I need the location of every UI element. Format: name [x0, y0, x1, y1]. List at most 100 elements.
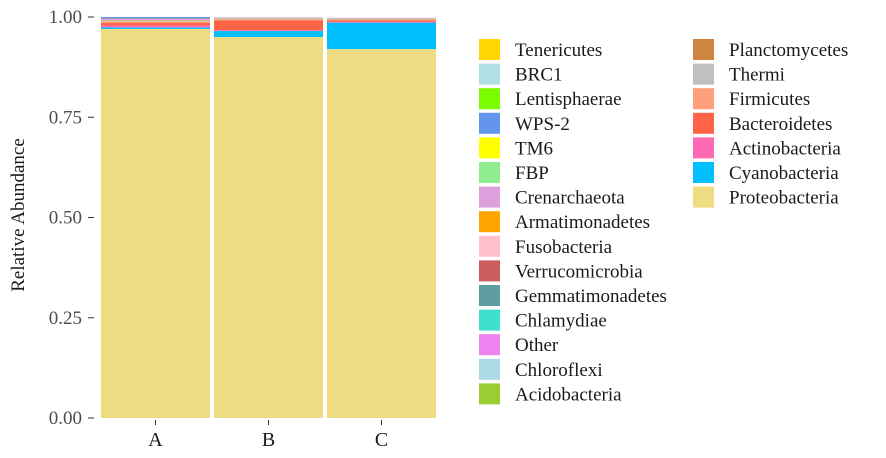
- legend-item: Cyanobacteria: [693, 162, 839, 184]
- legend-label: Other: [515, 335, 559, 356]
- legend-label: Proteobacteria: [729, 188, 839, 209]
- legend-item: Chloroflexi: [479, 359, 603, 381]
- legend-label: Armatimonadetes: [515, 212, 650, 233]
- bars-layer: [101, 17, 436, 418]
- y-tick-label: 0.00: [49, 408, 82, 429]
- bar-segment: [101, 17, 210, 18]
- bar-group-b: [214, 17, 323, 418]
- bar-segment: [214, 31, 323, 37]
- bar-segment: [214, 20, 323, 30]
- legend-item: Firmicutes: [693, 88, 810, 110]
- x-tick-label: C: [375, 429, 388, 451]
- legend-item: Gemmatimonadetes: [479, 285, 667, 307]
- legend-swatch: [479, 359, 500, 380]
- y-axis: 0.00 0.25 0.50 0.75 1.00: [49, 7, 94, 429]
- bar-segment: [327, 22, 436, 23]
- bar-segment: [101, 23, 210, 25]
- legend-label: Actinobacteria: [729, 138, 841, 159]
- legend-label: Chlamydiae: [515, 311, 607, 332]
- bar-group-a: [101, 17, 210, 418]
- legend-label: BRC1: [515, 65, 563, 86]
- legend-label: Cyanobacteria: [729, 163, 839, 184]
- legend-item: Crenarchaeota: [479, 187, 625, 209]
- x-axis: A B C: [148, 420, 388, 451]
- legend-label: Gemmatimonadetes: [515, 286, 667, 307]
- legend-label: Fusobacteria: [515, 237, 613, 258]
- bar-segment: [214, 30, 323, 31]
- bar-segment: [327, 49, 436, 418]
- legend-label: FBP: [515, 163, 549, 184]
- legend-item: Armatimonadetes: [479, 211, 650, 233]
- legend-label: Crenarchaeota: [515, 188, 625, 209]
- legend-label: Verrucomicrobia: [515, 261, 643, 282]
- legend-item: FBP: [479, 162, 549, 184]
- y-axis-title: Relative Abundance: [8, 138, 29, 292]
- legend-item: Thermi: [693, 64, 785, 86]
- legend-item: Other: [479, 334, 559, 356]
- legend-swatch: [479, 334, 500, 355]
- legend-swatch: [693, 88, 714, 109]
- bar-segment: [101, 25, 210, 27]
- y-tick-label: 0.50: [49, 208, 82, 229]
- legend-label: Bacteroidetes: [729, 114, 832, 135]
- bar-segment: [214, 19, 323, 20]
- legend-item: WPS-2: [479, 113, 570, 135]
- legend-item: Acidobacteria: [479, 383, 622, 405]
- legend-swatch: [479, 383, 500, 404]
- legend-swatch: [693, 39, 714, 60]
- legend-label: WPS-2: [515, 114, 570, 135]
- legend-swatch: [693, 187, 714, 208]
- bar-segment: [327, 20, 436, 22]
- y-tick-label: 1.00: [49, 7, 82, 28]
- legend-item: Tenericutes: [479, 39, 602, 61]
- legend-swatch: [479, 64, 500, 85]
- x-tick-label: A: [148, 429, 163, 451]
- legend-item: TM6: [479, 137, 553, 159]
- legend-label: Planctomycetes: [729, 40, 848, 61]
- legend-item: Proteobacteria: [693, 187, 839, 209]
- legend-swatch: [479, 88, 500, 109]
- legend-label: Chloroflexi: [515, 360, 603, 381]
- legend-item: Chlamydiae: [479, 310, 607, 332]
- bar-segment: [101, 21, 210, 23]
- legend-item: Lentisphaerae: [479, 88, 622, 110]
- legend-swatch: [693, 162, 714, 183]
- legend-item: BRC1: [479, 64, 563, 86]
- legend-item: Verrucomicrobia: [479, 260, 643, 282]
- legend-label: TM6: [515, 138, 553, 159]
- y-tick-label: 0.75: [49, 107, 82, 128]
- bar-segment: [327, 23, 436, 49]
- x-tick-label: B: [262, 429, 275, 451]
- bar-segment: [214, 37, 323, 418]
- legend-swatch: [479, 211, 500, 232]
- legend-label: Firmicutes: [729, 89, 810, 110]
- legend-swatch: [479, 39, 500, 60]
- legend-swatch: [479, 187, 500, 208]
- legend-swatch: [479, 113, 500, 134]
- legend-swatch: [693, 113, 714, 134]
- bar-group-c: [327, 18, 436, 418]
- legend-item: Bacteroidetes: [693, 113, 832, 135]
- legend: Tenericutes BRC1 Lentisphaerae WPS-2 TM6 FBP C…: [479, 39, 848, 405]
- legend-swatch: [479, 236, 500, 257]
- legend-swatch: [479, 137, 500, 158]
- legend-label: Tenericutes: [515, 40, 602, 61]
- bar-segment: [101, 29, 210, 418]
- legend-item: Actinobacteria: [693, 137, 841, 159]
- legend-item: Fusobacteria: [479, 236, 613, 258]
- legend-label: Acidobacteria: [515, 384, 622, 405]
- legend-swatch: [693, 137, 714, 158]
- legend-swatch: [479, 310, 500, 331]
- legend-swatch: [479, 162, 500, 183]
- y-tick-label: 0.25: [49, 308, 82, 329]
- legend-swatch: [479, 285, 500, 306]
- legend-label: Lentisphaerae: [515, 89, 622, 110]
- bar-segment: [101, 19, 210, 20]
- bar-segment: [101, 27, 210, 29]
- legend-swatch: [693, 64, 714, 85]
- legend-label: Thermi: [729, 65, 785, 86]
- legend-swatch: [479, 260, 500, 281]
- legend-item: Planctomycetes: [693, 39, 848, 61]
